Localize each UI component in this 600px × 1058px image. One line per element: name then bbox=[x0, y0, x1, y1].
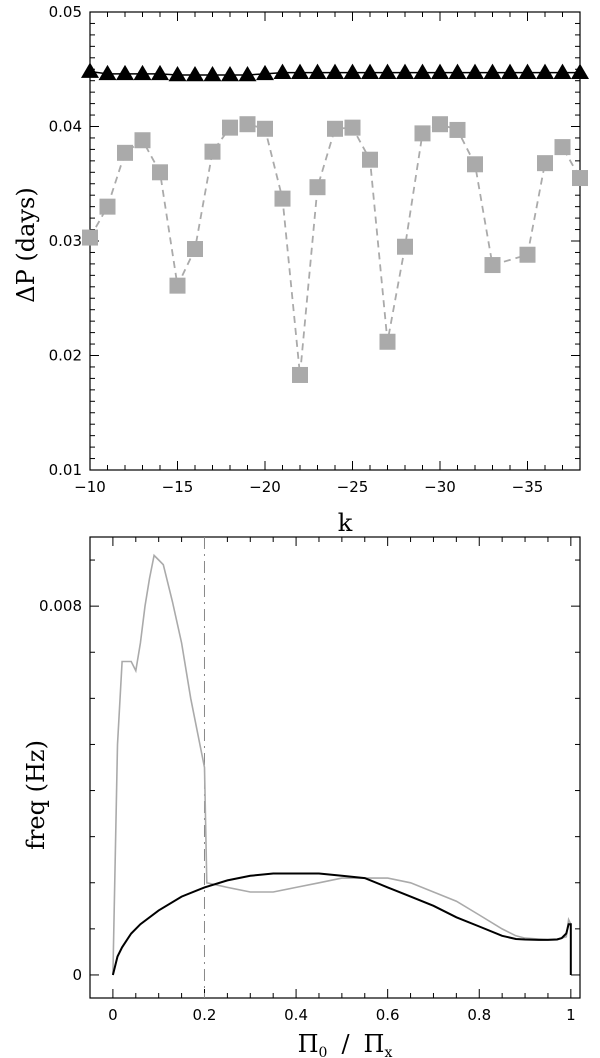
square-point bbox=[222, 119, 238, 136]
bottom-plot-frame bbox=[89, 536, 581, 999]
triangle-point bbox=[483, 63, 502, 79]
triangle-point bbox=[291, 63, 309, 79]
triangle-point bbox=[203, 65, 222, 82]
square-point bbox=[117, 144, 133, 161]
bottom-y-axis-label: freq (Hz) bbox=[22, 740, 50, 850]
bottom-x-tick-label: 0.6 bbox=[376, 1006, 400, 1024]
triangle-point bbox=[186, 65, 204, 82]
triangle-point bbox=[133, 64, 152, 81]
square-point bbox=[432, 116, 448, 133]
bottom-x-tick-label: 0 bbox=[108, 1006, 118, 1024]
square-point bbox=[362, 151, 378, 168]
triangle-point bbox=[448, 63, 467, 79]
top-x-tick-label: −20 bbox=[249, 478, 281, 496]
square-point bbox=[204, 143, 221, 160]
triangle-point bbox=[151, 64, 169, 81]
square-point bbox=[484, 257, 501, 274]
xlabel-sep: / bbox=[341, 1030, 350, 1058]
square-point bbox=[344, 119, 361, 136]
bottom-panel: 0 0.2 0.4 0.6 0.8 1 0 0.008 bbox=[39, 536, 581, 1024]
triangle-point bbox=[361, 63, 379, 79]
square-point bbox=[187, 241, 203, 258]
square-point bbox=[309, 179, 326, 196]
top-x-tick-label: −10 bbox=[74, 478, 106, 496]
top-x-tick-label: −35 bbox=[512, 478, 544, 496]
triangle-point bbox=[238, 65, 257, 82]
square-point bbox=[134, 132, 151, 149]
square-point bbox=[257, 120, 273, 137]
top-y-tick-label: 0.02 bbox=[49, 347, 82, 365]
black-curve bbox=[111, 872, 572, 976]
top-panel: −10 −15 −20 −25 −30 −35 0.01 0.02 0.03 0.04 0.05 bbox=[49, 3, 589, 496]
bottom-x-tick-label: 0.2 bbox=[193, 1006, 217, 1024]
xlabel-subx: x bbox=[384, 1045, 392, 1058]
square-point bbox=[397, 238, 413, 255]
triangle-point bbox=[221, 65, 239, 82]
triangle-point bbox=[553, 63, 572, 79]
square-point bbox=[519, 246, 536, 263]
bottom-x-axis-label: Π0/Πx bbox=[298, 1030, 393, 1058]
top-y-tick-label: 0.01 bbox=[49, 461, 82, 479]
square-point bbox=[379, 333, 396, 350]
top-plot-frame bbox=[89, 11, 581, 471]
square-point bbox=[99, 198, 116, 215]
triangle-point bbox=[536, 63, 554, 79]
bottom-x-tick-label: 1 bbox=[566, 1006, 576, 1024]
triangle-point bbox=[413, 63, 432, 79]
top-x-tick-label: −25 bbox=[337, 478, 369, 496]
top-x-tick-label: −15 bbox=[162, 478, 194, 496]
triangle-point bbox=[571, 63, 589, 79]
square-point bbox=[239, 116, 256, 133]
square-point bbox=[537, 155, 553, 172]
triangle-point bbox=[466, 63, 484, 79]
xlabel-pix: Π bbox=[364, 1030, 385, 1058]
bottom-y-tick-label: 0.008 bbox=[39, 597, 82, 615]
triangle-point bbox=[81, 62, 99, 78]
bottom-y-tick-label: 0 bbox=[72, 966, 82, 984]
square-point bbox=[292, 366, 308, 383]
triangle-point bbox=[378, 63, 397, 79]
bottom-x-tick-label: 0.8 bbox=[467, 1006, 491, 1024]
square-point bbox=[467, 156, 483, 173]
triangle-point bbox=[256, 64, 274, 81]
square-point bbox=[327, 120, 343, 137]
triangle-point bbox=[343, 63, 362, 79]
top-x-axis-label: k bbox=[338, 509, 353, 537]
square-point bbox=[554, 139, 571, 156]
triangle-point bbox=[518, 63, 537, 79]
top-x-tick-label: −30 bbox=[424, 478, 456, 496]
square-point bbox=[449, 121, 466, 138]
triangle-point bbox=[98, 64, 117, 81]
triangle-point bbox=[116, 64, 134, 81]
top-y-axis-label: ΔP (days) bbox=[12, 187, 40, 302]
top-y-tick-label: 0.04 bbox=[49, 118, 82, 136]
triangle-point bbox=[431, 63, 449, 79]
square-point bbox=[414, 125, 431, 142]
triangle-point bbox=[273, 63, 292, 79]
xlabel-sub0: 0 bbox=[319, 1045, 328, 1058]
xlabel-pi0: Π bbox=[298, 1030, 319, 1058]
bottom-x-tick-label: 0.4 bbox=[284, 1006, 308, 1024]
square-point bbox=[169, 277, 186, 294]
square-point bbox=[82, 229, 98, 246]
triangle-point bbox=[501, 63, 519, 79]
triangle-point bbox=[168, 65, 187, 82]
triangle-point bbox=[308, 63, 327, 79]
square-point bbox=[152, 164, 168, 181]
gray-curve bbox=[112, 553, 572, 976]
triangle-point bbox=[396, 63, 414, 79]
square-series-line bbox=[89, 123, 581, 376]
square-point bbox=[274, 190, 291, 207]
top-y-tick-label: 0.05 bbox=[49, 3, 82, 21]
square-point bbox=[572, 170, 588, 187]
top-y-tick-label: 0.03 bbox=[49, 232, 82, 250]
triangle-point bbox=[326, 63, 344, 79]
